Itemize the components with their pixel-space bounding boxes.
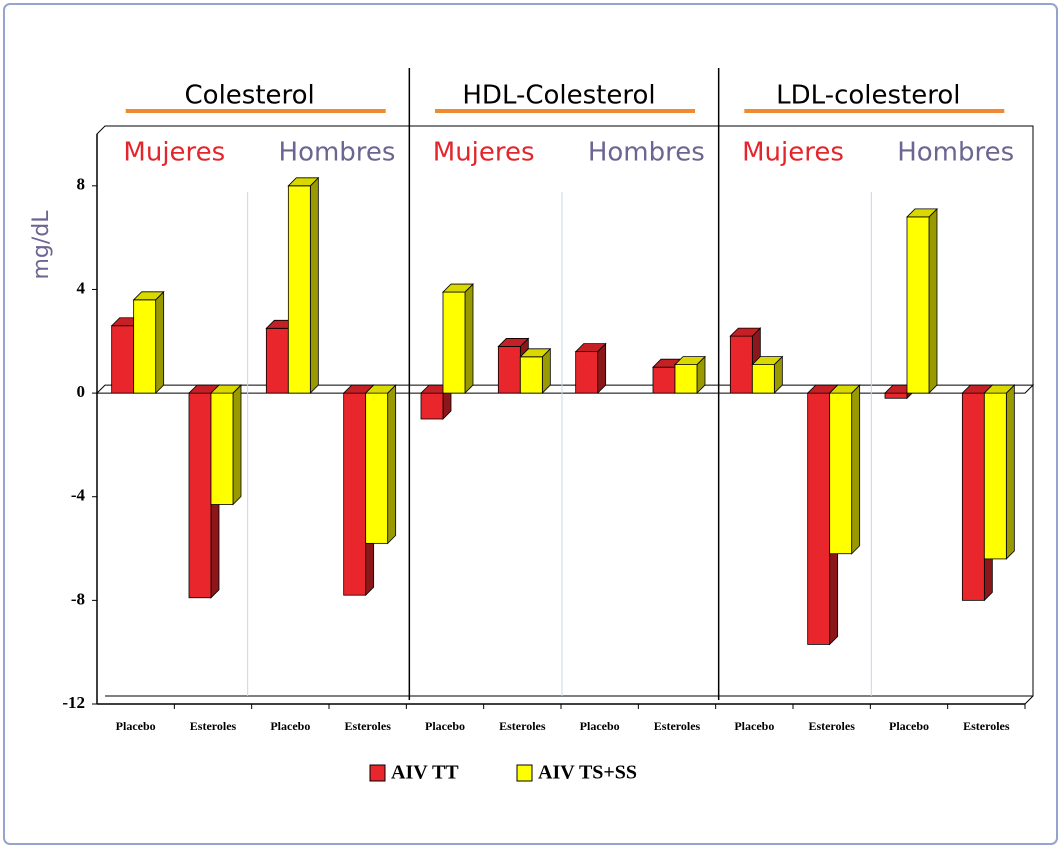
bar-top bbox=[132, 291, 165, 301]
bar-side bbox=[928, 207, 938, 395]
bar-top bbox=[210, 384, 242, 394]
x-tick-label: Placebo bbox=[116, 719, 156, 733]
x-tick-label: Esteroles bbox=[963, 719, 1010, 733]
x-tick-label: Esteroles bbox=[190, 719, 237, 733]
bar bbox=[751, 364, 775, 394]
bar-top bbox=[287, 177, 320, 187]
bar-top bbox=[983, 384, 1016, 394]
bar bbox=[674, 364, 698, 394]
group-title: HDL-Colesterol bbox=[462, 81, 655, 111]
x-tick-label: Esteroles bbox=[344, 719, 391, 733]
bar bbox=[519, 356, 543, 394]
x-tick-label: Esteroles bbox=[654, 719, 701, 733]
bar bbox=[829, 392, 853, 555]
bar-top bbox=[574, 343, 607, 353]
bar bbox=[497, 346, 521, 394]
x-tick-label: Placebo bbox=[580, 719, 620, 733]
bar-top bbox=[442, 283, 474, 293]
bar-side bbox=[309, 176, 319, 395]
bar bbox=[961, 392, 985, 601]
bar-side bbox=[1005, 384, 1015, 560]
bar-side bbox=[155, 290, 165, 395]
bar bbox=[420, 392, 444, 420]
bar bbox=[575, 351, 599, 394]
subgroup-label: Hombres bbox=[279, 138, 396, 168]
bar bbox=[652, 366, 676, 394]
bar bbox=[265, 327, 289, 394]
y-tick-label: 8 bbox=[77, 175, 86, 194]
bar bbox=[287, 185, 311, 394]
legend-swatch bbox=[369, 764, 386, 782]
x-tick-label: Placebo bbox=[270, 719, 310, 733]
bar-side bbox=[387, 384, 397, 545]
bar bbox=[365, 392, 389, 544]
bar-side bbox=[597, 342, 607, 395]
bar-top bbox=[906, 208, 938, 218]
bar bbox=[729, 335, 753, 394]
subgroup-label: Mujeres bbox=[433, 138, 535, 168]
y-tick-label: -12 bbox=[62, 693, 85, 712]
x-tick-label: Placebo bbox=[734, 719, 774, 733]
x-tick-label: Placebo bbox=[889, 719, 929, 733]
bar-top bbox=[364, 384, 397, 394]
subgroup-label: Hombres bbox=[588, 138, 705, 168]
x-tick-label: Esteroles bbox=[808, 719, 855, 733]
bar bbox=[884, 392, 908, 399]
zero-plane bbox=[95, 384, 1035, 394]
bar-top bbox=[497, 338, 530, 347]
y-axis-label: mg/dL bbox=[29, 210, 54, 280]
legend-swatch bbox=[516, 764, 533, 782]
y-tick-label: -8 bbox=[71, 589, 85, 608]
bar bbox=[133, 299, 157, 394]
legend-label: AIV TT bbox=[391, 762, 459, 784]
bar-top bbox=[674, 356, 706, 365]
y-tick-label: -4 bbox=[71, 486, 86, 505]
bar bbox=[442, 291, 466, 394]
group-title: Colesterol bbox=[185, 81, 315, 111]
subgroup-label: Hombres bbox=[897, 138, 1014, 168]
y-tick-label: 0 bbox=[77, 382, 86, 401]
bar bbox=[906, 216, 930, 394]
bar-top bbox=[828, 384, 861, 394]
legend-label: AIV TS+SS bbox=[538, 762, 637, 784]
bar-side bbox=[851, 384, 861, 555]
subgroup-label: Mujeres bbox=[123, 138, 225, 168]
bar-top bbox=[751, 356, 784, 365]
subgroup-label: Mujeres bbox=[742, 138, 844, 168]
bar-side bbox=[232, 384, 242, 506]
bar bbox=[983, 392, 1007, 560]
bar-side bbox=[464, 283, 474, 395]
group-title: LDL-colesterol bbox=[776, 81, 960, 111]
bar bbox=[343, 392, 367, 596]
bar-top bbox=[519, 348, 552, 358]
bar bbox=[188, 392, 212, 599]
bar bbox=[111, 325, 135, 394]
bar-top bbox=[729, 327, 762, 337]
y-tick-label: 4 bbox=[77, 278, 86, 297]
bar bbox=[807, 392, 831, 645]
x-tick-label: Esteroles bbox=[499, 719, 546, 733]
x-tick-label: Placebo bbox=[425, 719, 465, 733]
bar bbox=[210, 392, 234, 505]
